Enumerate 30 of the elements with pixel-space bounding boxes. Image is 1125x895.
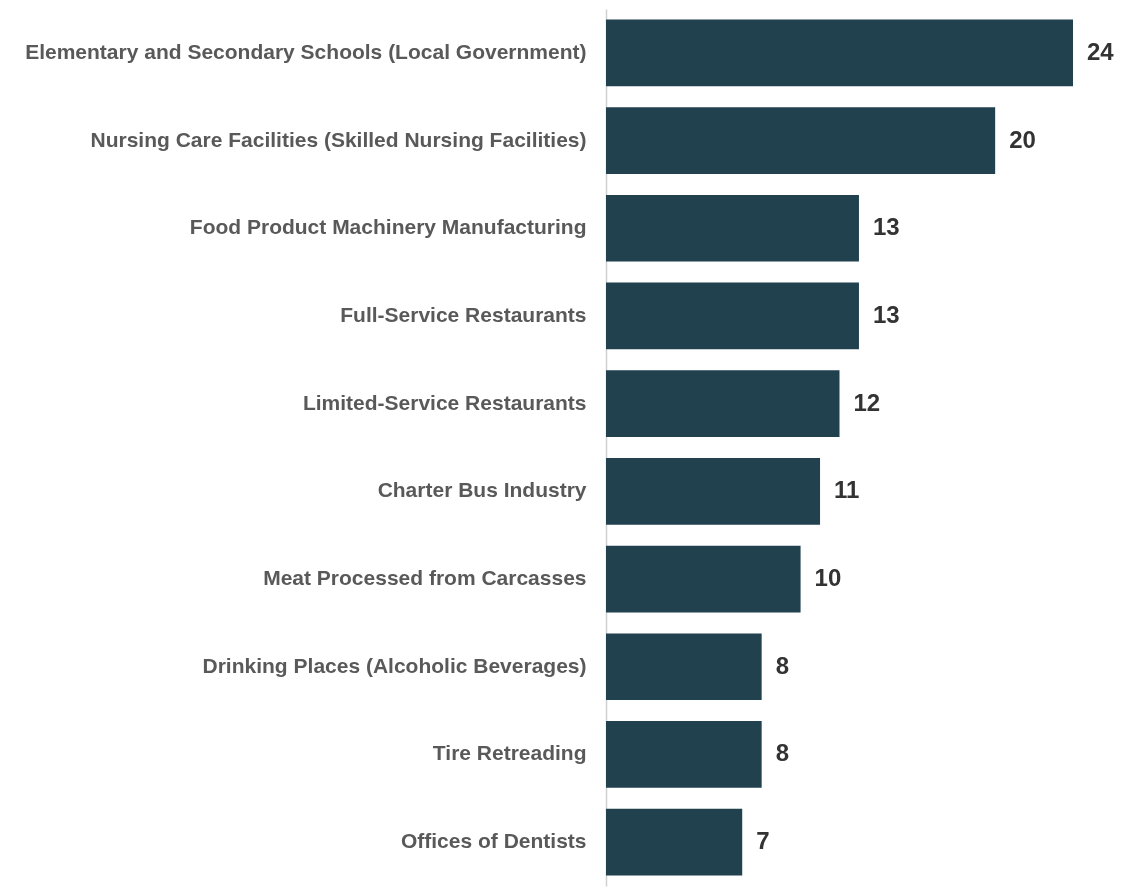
bar: [606, 721, 762, 788]
bar: [606, 545, 801, 613]
data-label: 20: [1009, 125, 1036, 153]
data-label: 24: [1087, 37, 1115, 65]
bar: [606, 370, 840, 437]
data-label: 11: [834, 476, 860, 504]
bar: [606, 107, 996, 174]
data-label: 10: [814, 564, 842, 592]
y-tick-label: Food Product Machinery Manufacturing: [189, 215, 587, 239]
y-tick-label: Tire Retreading: [432, 741, 587, 765]
bar: [606, 19, 1073, 87]
data-label: 13: [872, 213, 900, 241]
data-label: 13: [872, 300, 900, 328]
data-label: 7: [756, 827, 770, 855]
y-tick-label: Limited-Service Restaurants: [302, 390, 587, 414]
y-tick-label: Full-Service Restaurants: [340, 302, 587, 326]
data-label: 12: [853, 388, 881, 416]
y-tick-label: Elementary and Secondary Schools (Local Government): [25, 39, 587, 63]
y-tick-label: Meat Processed from Carcasses: [263, 566, 587, 590]
bar: [606, 808, 743, 876]
data-label: 8: [775, 739, 790, 767]
bar: [606, 282, 859, 350]
bar: [606, 458, 821, 525]
data-label: 8: [775, 651, 790, 679]
y-tick-label: Nursing Care Facilities (Skilled Nursing Facilities): [90, 127, 587, 151]
y-tick-label: Drinking Places (Alcoholic Beverages): [202, 653, 587, 677]
bar: [606, 194, 859, 262]
bar: [606, 633, 762, 701]
y-tick-label: Offices of Dentists: [400, 829, 587, 853]
y-tick-label: Charter Bus Industry: [377, 478, 587, 502]
